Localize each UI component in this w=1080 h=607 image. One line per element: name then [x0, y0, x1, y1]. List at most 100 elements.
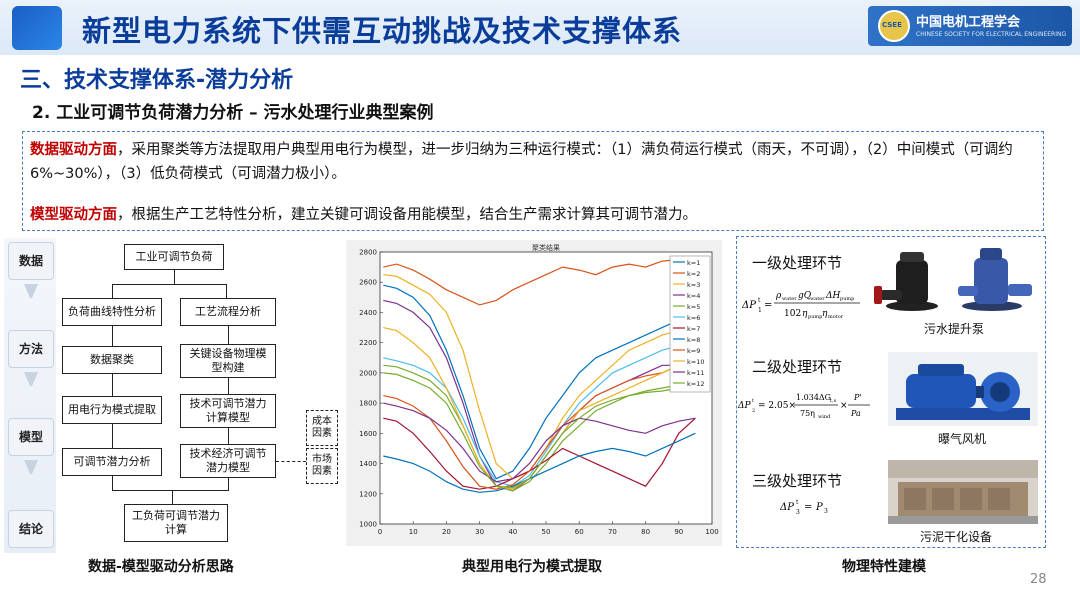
series-line-k=11 — [383, 402, 696, 483]
svg-text:t,s: t,s — [830, 398, 837, 404]
plot-area — [379, 251, 713, 525]
connector — [112, 476, 113, 490]
svg-text:t: t — [758, 297, 761, 304]
connector — [228, 478, 229, 490]
connector — [112, 374, 113, 396]
svg-text:P: P — [815, 502, 823, 513]
connector — [112, 490, 229, 491]
connector — [172, 490, 173, 504]
svg-text:102: 102 — [784, 309, 801, 319]
svg-text:ΔP: ΔP — [780, 502, 794, 513]
y-tick-label: 2800 — [359, 249, 377, 257]
legend-label: k=1 — [687, 259, 700, 267]
data-driven-label: 数据驱动方面 — [30, 142, 117, 158]
svg-text:motor: motor — [828, 314, 844, 320]
legend-box — [669, 255, 711, 393]
y-tick-label: 1200 — [359, 490, 377, 498]
sludge-dryer-image — [888, 460, 1038, 524]
svg-text:ΔP: ΔP — [738, 401, 751, 411]
x-tick-label: 100 — [705, 528, 718, 536]
flow-left-4: 可调节潜力分析 — [62, 448, 162, 476]
step-arrow-icon — [24, 460, 38, 482]
description-box — [22, 131, 1044, 231]
tertiary-treatment-title: 三级处理环节 — [752, 472, 843, 490]
section-title: 三、技术支撑体系-潜力分析 — [20, 68, 294, 93]
step-data: 数据 — [8, 242, 54, 280]
model-caption: 物理特性建模 — [842, 559, 926, 575]
x-tick-label: 50 — [542, 528, 551, 536]
connector — [174, 270, 175, 284]
csee-logo-icon: CSEE — [878, 10, 910, 42]
svg-text:×: × — [840, 401, 848, 411]
svg-text:=: = — [804, 502, 812, 513]
svg-text:water: water — [782, 296, 797, 302]
header-accent-block — [12, 6, 62, 50]
flow-top: 工业可调节负荷 — [124, 244, 224, 270]
blower-label: 曝气风机 — [938, 432, 987, 446]
flow-left-3: 用电行为模式提取 — [62, 396, 162, 424]
sludge-dryer-picture — [888, 460, 1038, 524]
step-arrow-icon — [24, 372, 38, 394]
model-driven-label: 模型驱动方面 — [30, 207, 117, 223]
series-line-k=5 — [383, 364, 696, 492]
svg-text:2: 2 — [752, 408, 755, 414]
connector — [228, 428, 229, 444]
x-tick-label: 60 — [575, 528, 584, 536]
svg-text:P': P' — [853, 393, 862, 402]
chart-caption: 典型用电行为模式提取 — [462, 559, 602, 575]
pump-label: 污水提升泵 — [924, 322, 985, 336]
flowchart-caption: 数据-模型驱动分析思路 — [88, 559, 234, 575]
model-driven-paragraph: 模型驱动方面，根据生产工艺特性分析，建立关键可调设备用能模型，结合生产需求计算其… — [30, 203, 1040, 227]
x-tick-label: 90 — [674, 528, 683, 536]
connector — [112, 284, 113, 298]
svg-text:pump: pump — [840, 296, 854, 302]
data-driven-text: ，采用聚类等方法提取用户典型用电行为模型，进一步归纳为三种运行模式：（1）满负荷… — [30, 142, 1013, 182]
blower-formula: ΔP 2 t = 2.05× 1.034ΔG t,s 75η wind × P' Pa — [737, 388, 878, 425]
x-tick-label: 80 — [641, 528, 650, 536]
data-driven-paragraph: 数据驱动方面，采用聚类等方法提取用户典型用电行为模型，进一步归纳为三种运行模式：… — [30, 138, 1040, 186]
y-tick-label: 2000 — [359, 369, 377, 377]
legend-label: k=7 — [687, 325, 700, 333]
svg-text:= 2.05×: = 2.05× — [758, 401, 796, 411]
step-method: 方法 — [8, 330, 54, 368]
svg-text:η: η — [822, 309, 828, 319]
y-tick-label: 1600 — [359, 430, 377, 438]
step-conclusion: 结论 — [8, 510, 54, 548]
physical-model-box — [736, 236, 1046, 548]
svg-text:ΔP: ΔP — [742, 300, 756, 311]
x-tick-label: 20 — [442, 528, 451, 536]
svg-text:water: water — [810, 296, 825, 302]
svg-text:t: t — [796, 499, 799, 506]
x-tick-label: 30 — [475, 528, 484, 536]
x-tick-label: 10 — [409, 528, 418, 536]
pump-picture — [874, 248, 1032, 311]
svg-text:1.034ΔG: 1.034ΔG — [796, 393, 831, 402]
flow-left-1: 负荷曲线特性分析 — [62, 298, 162, 326]
svg-text:Pa: Pa — [850, 409, 861, 418]
y-tick-label: 2400 — [359, 309, 377, 317]
chart-title: 聚类结果 — [532, 243, 560, 252]
secondary-treatment-title: 二级处理环节 — [752, 358, 843, 376]
x-tick-label: 0 — [378, 528, 382, 536]
x-tick-label: 70 — [608, 528, 617, 536]
svg-text:ΔH: ΔH — [825, 291, 840, 301]
blower-image — [888, 352, 1038, 426]
connector — [228, 378, 229, 394]
pump-formula: ΔP 1 t = ρ water gQ water ΔH pump 102 η pump η moto… — [741, 286, 880, 325]
cluster-chart-container: 聚类结果 1000 1200 1400 1600 1800 2000 2200 2400 2600… — [346, 240, 722, 546]
primary-treatment-title: 一级处理环节 — [752, 254, 843, 272]
sludge-dryer-label: 污泥干化设备 — [920, 530, 993, 544]
y-tick-label: 2200 — [359, 339, 377, 347]
svg-text:75η: 75η — [800, 409, 815, 418]
csee-logo-mark: CSEE — [882, 21, 902, 29]
legend-label: k=3 — [687, 281, 700, 289]
legend-label: k=8 — [687, 336, 700, 344]
legend-label: k=5 — [687, 303, 700, 311]
step-model: 模型 — [8, 418, 54, 456]
page-number: 28 — [1030, 572, 1047, 587]
connector — [226, 284, 227, 298]
